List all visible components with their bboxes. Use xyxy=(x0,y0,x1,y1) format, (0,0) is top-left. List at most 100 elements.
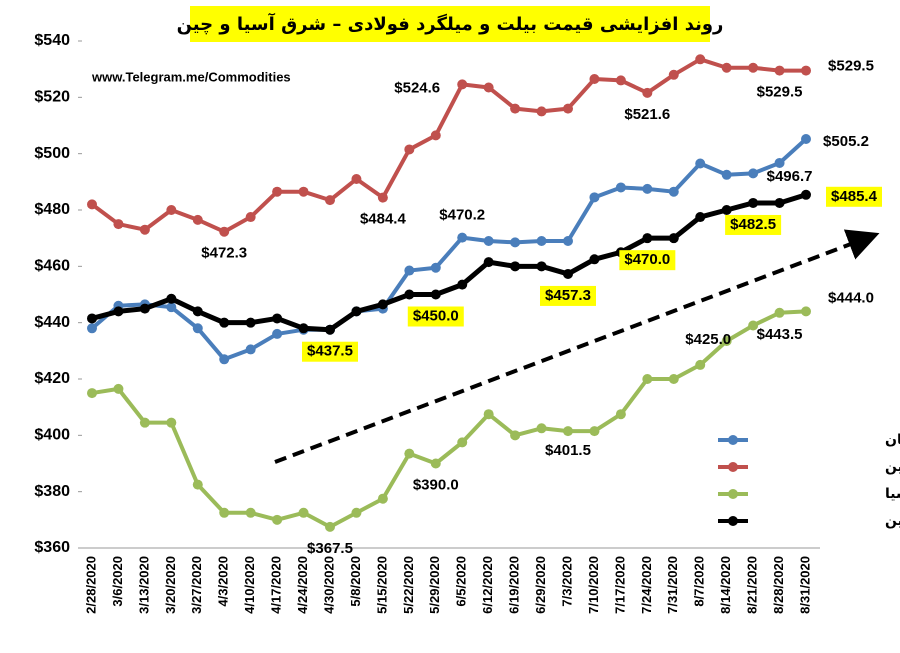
point xyxy=(192,479,203,490)
point xyxy=(377,192,388,203)
point xyxy=(510,237,521,248)
point xyxy=(351,507,362,518)
point xyxy=(404,289,415,300)
value-label: $529.5 xyxy=(757,84,803,101)
point xyxy=(87,313,97,324)
point xyxy=(801,134,811,145)
point xyxy=(87,199,97,210)
label-background xyxy=(302,341,358,362)
point xyxy=(377,299,388,310)
y-tick-label: $380 xyxy=(34,483,70,500)
point xyxy=(695,359,706,370)
point xyxy=(404,265,415,276)
x-tick-label: 2/28/2020 xyxy=(83,556,98,614)
point xyxy=(668,374,679,384)
x-tick-label: 6/12/2020 xyxy=(480,556,495,614)
y-tick-label: $360 xyxy=(34,539,70,556)
value-label: $367.5 xyxy=(307,540,353,557)
point xyxy=(615,182,626,193)
point xyxy=(325,195,335,206)
y-tick-label: $480 xyxy=(34,201,70,218)
x-tick-label: 4/10/2020 xyxy=(242,556,257,614)
label-background xyxy=(540,285,596,306)
series-line xyxy=(91,309,807,529)
legend-label: بیلت شرق آسیا xyxy=(885,484,900,502)
x-tick-label: 4/17/2020 xyxy=(269,556,284,614)
x-tick-label: 8/31/2020 xyxy=(797,556,812,614)
point xyxy=(298,507,309,518)
x-tick-label: 7/10/2020 xyxy=(586,556,601,614)
value-label: $457.3 xyxy=(545,287,591,304)
x-tick-label: 4/24/2020 xyxy=(295,556,310,614)
point xyxy=(695,54,706,65)
point xyxy=(668,233,679,244)
point xyxy=(589,74,600,85)
point xyxy=(563,268,573,279)
point xyxy=(642,87,653,98)
point xyxy=(483,82,494,93)
point xyxy=(748,320,759,331)
x-tick-label: 7/3/2020 xyxy=(559,556,574,607)
trend-arrow xyxy=(274,229,880,464)
series-line xyxy=(90,57,806,234)
point xyxy=(404,448,415,459)
point xyxy=(139,224,150,235)
legend-marker xyxy=(728,435,738,445)
point xyxy=(695,212,706,223)
legend-label: میلگرد فوب چین xyxy=(885,512,900,529)
point xyxy=(721,205,732,215)
x-tick-label: 4/30/2020 xyxy=(321,556,336,614)
legend-label: بیلت تانگشان xyxy=(885,431,900,448)
point xyxy=(166,205,177,215)
value-label: $529.5 xyxy=(828,58,874,75)
point xyxy=(245,212,256,223)
point xyxy=(166,293,177,304)
x-tick-label: 5/29/2020 xyxy=(427,556,442,614)
value-label: $472.3 xyxy=(201,245,247,262)
point xyxy=(272,328,283,339)
point xyxy=(563,103,573,114)
value-label: $482.5 xyxy=(730,216,776,233)
value-label: $521.6 xyxy=(624,106,670,123)
legend-marker xyxy=(728,462,738,472)
legend-marker xyxy=(728,516,738,526)
point xyxy=(801,189,811,200)
point xyxy=(430,289,441,300)
point xyxy=(801,306,811,317)
x-tick-label: 8/21/2020 xyxy=(745,556,760,614)
point xyxy=(589,254,600,265)
point xyxy=(774,65,785,76)
point xyxy=(774,307,785,318)
point xyxy=(536,261,547,272)
x-tick-label: 3/20/2020 xyxy=(163,556,178,614)
point xyxy=(589,426,600,437)
point xyxy=(430,458,441,469)
x-tick-label: 5/15/2020 xyxy=(374,556,389,614)
point xyxy=(721,169,732,180)
point xyxy=(642,233,653,244)
point xyxy=(748,197,759,208)
x-tick-label: 3/13/2020 xyxy=(136,556,151,614)
point xyxy=(430,130,441,141)
point xyxy=(245,507,256,518)
point xyxy=(510,103,521,114)
point xyxy=(166,302,177,313)
y-tick-label: $440 xyxy=(34,314,70,331)
point xyxy=(563,426,573,437)
x-tick-label: 7/31/2020 xyxy=(665,556,680,614)
point xyxy=(272,186,283,197)
label-background xyxy=(826,186,882,207)
point xyxy=(351,174,362,185)
y-tick-label: $540 xyxy=(34,32,70,49)
point xyxy=(536,235,547,246)
point xyxy=(377,493,388,504)
point xyxy=(457,79,468,90)
value-label: $485.4 xyxy=(831,188,878,205)
value-label: $390.0 xyxy=(413,476,459,493)
x-tick-label: 6/29/2020 xyxy=(533,556,548,614)
point xyxy=(510,261,521,272)
x-tick-label: 7/17/2020 xyxy=(612,556,627,614)
point xyxy=(272,514,283,525)
x-tick-label: 6/19/2020 xyxy=(507,556,522,614)
point xyxy=(298,323,309,334)
